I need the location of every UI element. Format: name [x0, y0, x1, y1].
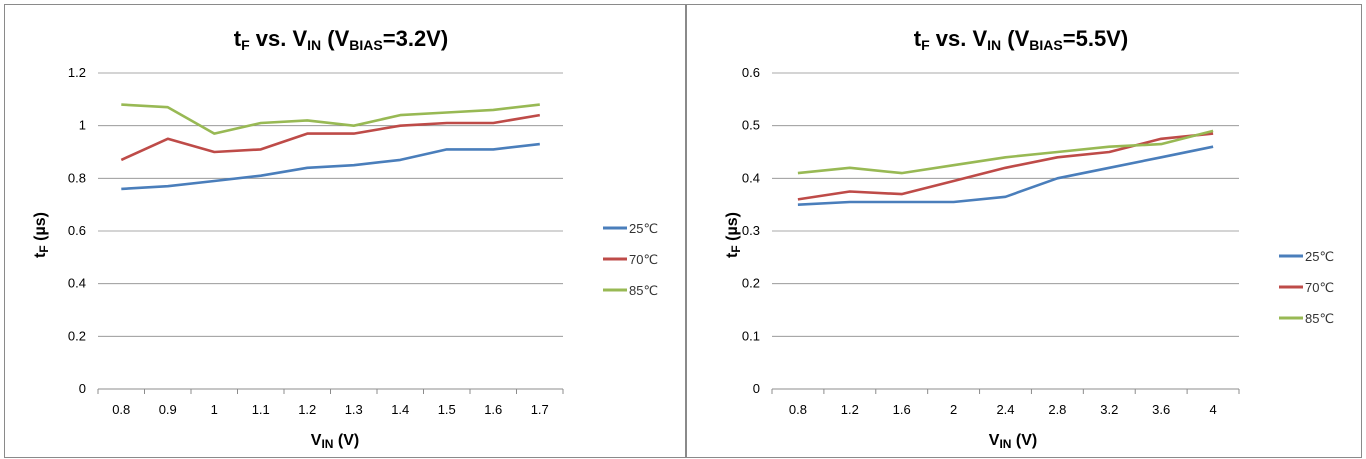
x-tick-label: 1.5: [438, 402, 456, 417]
x-axis-title: VIN (V): [311, 432, 359, 451]
y-tick-label: 0: [79, 381, 86, 396]
series-line-70: [797, 132, 1214, 201]
series-line-85: [797, 129, 1214, 175]
x-tick-label: 1.2: [841, 402, 859, 417]
x-tick-label: 1.1: [252, 402, 270, 417]
legend: 25℃ 70℃ 85℃: [1279, 249, 1334, 326]
y-tick-label: 0.6: [742, 65, 760, 80]
series-line-25: [797, 145, 1214, 206]
x-tick-label: 0.8: [789, 402, 807, 417]
x-tick-label: 3.6: [1152, 402, 1170, 417]
y-tick-label: 0.2: [68, 328, 86, 343]
x-tick-label: 2.8: [1048, 402, 1066, 417]
legend-label-70: 70℃: [629, 252, 658, 267]
plot-area: 0 0.2 0.4 0.6 0.8 1 1.2 0.8 0.9 1 1.1 1.2 1.3 1.4 1.5 1…: [68, 65, 564, 417]
chart-left: tF vs. VIN (VBIAS=3.2V) VIN (V) tF (µs) …: [32, 26, 658, 451]
y-tick-label: 0.5: [742, 118, 760, 133]
y-axis-title: tF (µs): [32, 212, 51, 258]
x-tick-label: 4: [1209, 402, 1216, 417]
x-tick-label: 3.2: [1100, 402, 1118, 417]
x-tick-label: 1.6: [893, 402, 911, 417]
y-tick-label: 0.1: [742, 328, 760, 343]
y-axis-title: tF (µs): [724, 212, 743, 258]
chart-panel-right: tF vs. VIN (VBIAS=5.5V) VIN (V) tF (µs) …: [686, 4, 1362, 458]
y-tick-label: 1: [79, 118, 86, 133]
x-tick-label: 1.2: [298, 402, 316, 417]
plot-area: 0 0.1 0.2 0.3 0.4 0.5 0.6 0.8 1.2 1.6 2 2.4 2.8 3.2 3.…: [742, 65, 1240, 417]
chart-title: tF vs. VIN (VBIAS=3.2V): [234, 26, 448, 53]
legend-label-25: 25℃: [629, 221, 658, 236]
y-tick-label: 0.8: [68, 170, 86, 185]
y-tick-label: 0.4: [68, 276, 86, 291]
legend-label-85: 85℃: [1305, 311, 1334, 326]
x-tick-label: 0.9: [159, 402, 177, 417]
x-tick-label: 1: [211, 402, 218, 417]
legend-label-25: 25℃: [1305, 249, 1334, 264]
x-tick-label: 1.4: [391, 402, 409, 417]
legend-label-85: 85℃: [629, 283, 658, 298]
x-tick-label: 1.6: [484, 402, 502, 417]
y-tick-label: 0.6: [68, 223, 86, 238]
y-tick-label: 1.2: [68, 65, 86, 80]
series-line-85: [121, 103, 540, 135]
chart-right: tF vs. VIN (VBIAS=5.5V) VIN (V) tF (µs) …: [724, 26, 1334, 451]
chart-title: tF vs. VIN (VBIAS=5.5V): [914, 26, 1128, 53]
x-tick-label: 1.3: [345, 402, 363, 417]
legend-label-70: 70℃: [1305, 280, 1334, 295]
y-tick-label: 0.2: [742, 276, 760, 291]
x-tick-label: 2.4: [996, 402, 1014, 417]
series-line-25: [121, 142, 540, 191]
chart-panel-left: tF vs. VIN (VBIAS=3.2V) VIN (V) tF (µs) …: [4, 4, 686, 458]
x-tick-label: 1.7: [531, 402, 549, 417]
x-axis-title: VIN (V): [989, 432, 1037, 451]
x-tick-label: 0.8: [112, 402, 130, 417]
legend: 25℃ 70℃ 85℃: [603, 221, 658, 298]
y-tick-label: 0: [753, 381, 760, 396]
series-line-70: [120, 113, 541, 162]
y-tick-label: 0.4: [742, 170, 760, 185]
y-tick-label: 0.3: [742, 223, 760, 238]
x-tick-label: 2: [950, 402, 957, 417]
